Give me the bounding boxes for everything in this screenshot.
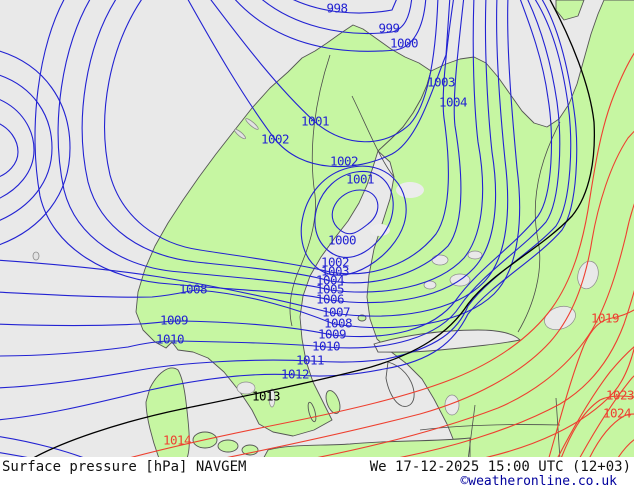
- isobar-label: 1023: [606, 388, 634, 403]
- isobar-labels-layer: 9989991000100310041001100210021001100010…: [156, 1, 634, 448]
- isobar-label: 1001: [346, 172, 374, 187]
- isobar-label: 1019: [591, 311, 619, 326]
- pressure-map: 998 999 1000 1003 1004 1001 1002 1002 1001 1000 10…: [0, 0, 634, 457]
- isobar-label: 1003: [321, 264, 349, 279]
- isobar-label: 1002: [330, 154, 358, 169]
- isobar-label: 998: [326, 1, 347, 16]
- gulf-of-finland: [373, 329, 521, 353]
- isobar-label: 1002: [321, 255, 349, 270]
- kola-island: [555, 0, 585, 21]
- blue-isobars: [0, 0, 578, 457]
- isobar-label: 1003: [427, 75, 455, 90]
- snow-patch: [370, 224, 390, 236]
- gotland-island: [325, 390, 341, 414]
- caption-bar: Surface pressure [hPa] NAVGEM We 17-12-2…: [0, 457, 634, 490]
- lake-ladoga: [544, 305, 576, 331]
- lake-vanern: [236, 381, 256, 395]
- gulf-of-riga: [385, 361, 415, 407]
- danish-island: [217, 439, 239, 453]
- snow-patch: [396, 182, 424, 198]
- aland-island: [357, 314, 367, 322]
- isobar-label: 1008: [324, 316, 352, 331]
- isobar-label: 1010: [156, 332, 184, 347]
- isobar-label: 1010: [312, 339, 340, 354]
- isobar-label: 1013: [252, 389, 280, 404]
- isobar-label: 1000: [328, 233, 356, 248]
- isobar-label: 1001: [301, 114, 329, 129]
- isobar-label: 1000: [390, 36, 418, 51]
- isobar-label: 1012: [281, 367, 309, 382]
- lofoten-islet: [234, 128, 246, 140]
- lofoten-islet: [245, 118, 259, 130]
- finnish-lake: [467, 250, 483, 260]
- isobar-label: 1009: [318, 327, 346, 342]
- lake-peipus: [444, 394, 460, 416]
- isobar-label: 1014: [163, 433, 191, 448]
- lake-vattern: [268, 388, 276, 408]
- finnish-lake: [431, 254, 449, 266]
- isobar-label: 1006: [316, 292, 344, 307]
- sweden-finland-border: [351, 95, 395, 178]
- faroe-islet: [32, 251, 40, 261]
- isobar-label: 1004: [316, 273, 344, 288]
- isobar-label: 1009: [160, 313, 188, 328]
- isobar-label: 1004: [439, 95, 467, 110]
- map-canvas: 9989991000100310041001100210021001100010…: [0, 0, 634, 457]
- black-isobar: [33, 0, 595, 457]
- isobar-label: 1008: [179, 282, 207, 297]
- isobar-label: 999: [378, 21, 399, 36]
- finnish-lake: [423, 280, 437, 290]
- map-title: Surface pressure [hPa] NAVGEM: [2, 459, 247, 475]
- isobar-label: 1024: [603, 406, 631, 421]
- finland-russia-border: [517, 121, 561, 333]
- isobar-label: 1005: [316, 282, 344, 297]
- south-baltic-coast: [263, 437, 471, 457]
- isobar-label: 1007: [322, 305, 350, 320]
- scandinavia-landmass: [135, 24, 432, 437]
- valid-time: We 17-12-2025 15:00 UTC (12+03): [369, 459, 631, 475]
- isobar-label: 1011: [296, 353, 324, 368]
- copyright-link[interactable]: ©weatheronline.co.uk: [460, 474, 617, 489]
- isobar-label: 1002: [261, 132, 289, 147]
